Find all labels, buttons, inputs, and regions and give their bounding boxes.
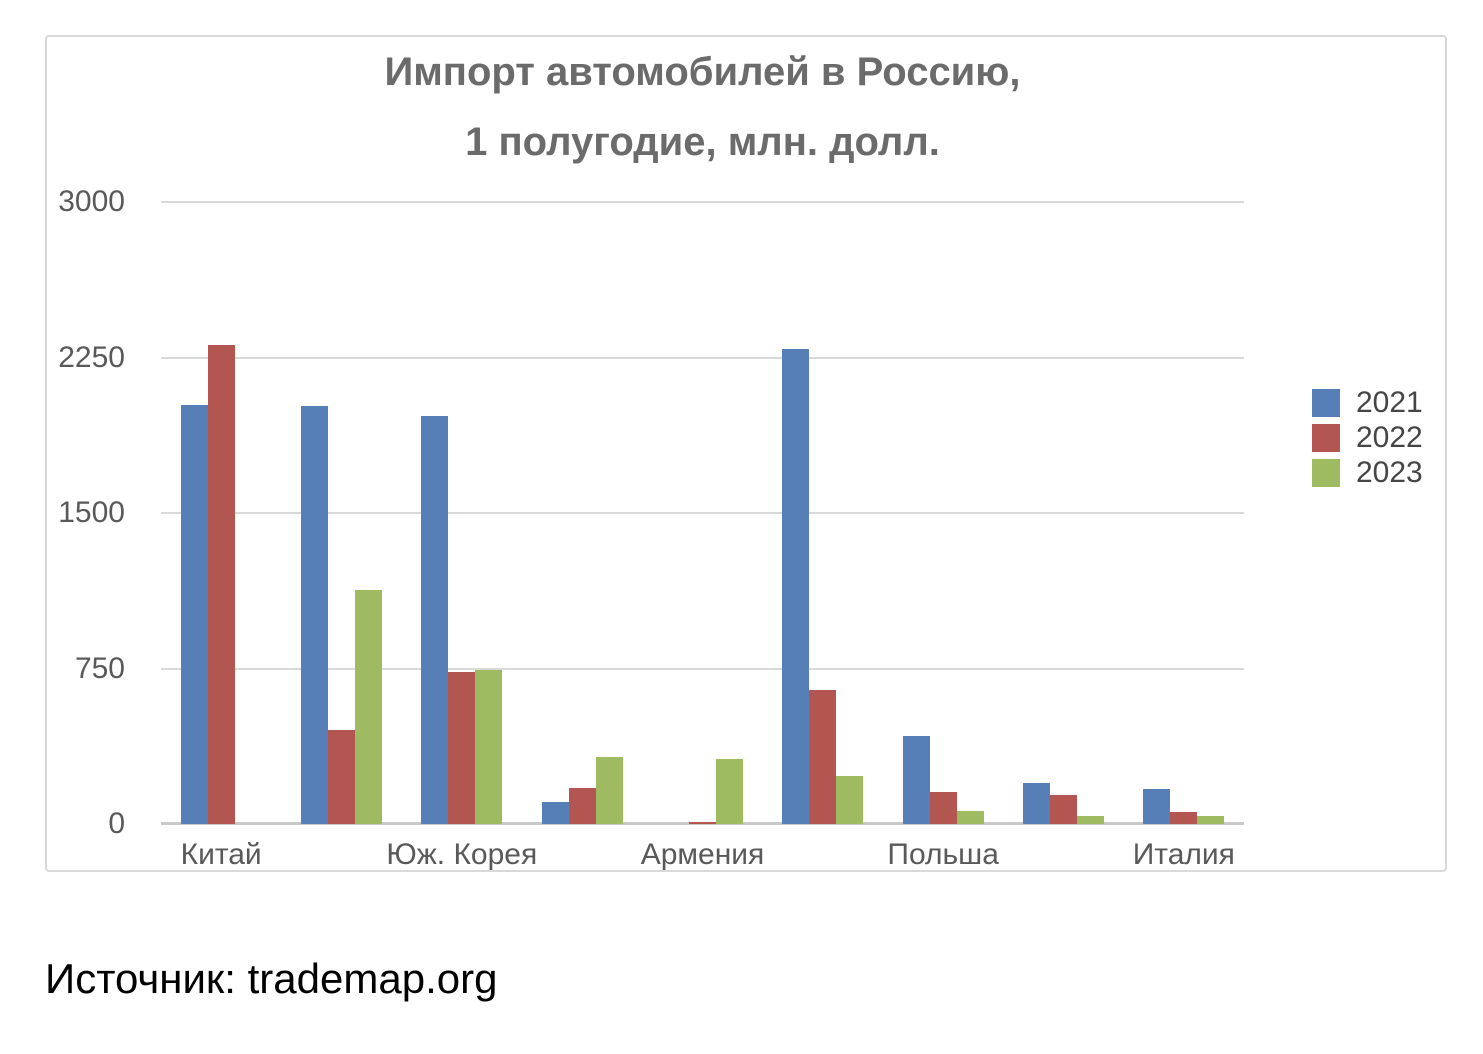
bar-2022-group-8 (1049, 795, 1077, 824)
bar-2022-group-6 (809, 690, 837, 824)
bar-2021-group-8 (1022, 783, 1050, 824)
legend-item-2022: 2022 (1312, 421, 1423, 454)
chart-title-line2: 1 полугодие, млн. долл. (465, 120, 940, 164)
bar-2022-group-2 (327, 730, 355, 824)
bar-2021-group-2 (300, 406, 328, 824)
x-tick-label-Армения: Армения (640, 838, 765, 871)
bar-2022-Польша (929, 792, 957, 824)
bar-2023-Армения (715, 759, 743, 824)
gridline-2250 (161, 357, 1244, 359)
legend-label-2023: 2023 (1356, 456, 1423, 489)
bar-2021-Польша (902, 736, 930, 824)
bar-2023-group-6 (836, 776, 864, 824)
y-axis-tick-labels: 0 750 1500 2250 3000 (47, 185, 125, 840)
gridline-3000 (161, 201, 1244, 203)
gridline-1500 (161, 512, 1244, 514)
legend-label-2022: 2022 (1356, 421, 1423, 454)
source-text: Источник: trademap.org (45, 955, 498, 1002)
bar-2022-Юж. Корея (448, 672, 476, 824)
legend-label-2021: 2021 (1356, 386, 1423, 419)
bar-group-Армения (642, 202, 762, 824)
bar-2021-Юж. Корея (421, 416, 449, 824)
bar-2023-group-8 (1076, 816, 1104, 824)
bar-group-group-6 (763, 202, 883, 824)
y-tick-label-2250: 2250 (58, 341, 125, 374)
legend: 2021 2022 2023 (1312, 386, 1423, 494)
bar-2022-group-4 (568, 788, 596, 824)
bar-2021-group-4 (541, 802, 569, 824)
gridline-750 (161, 668, 1244, 670)
bar-group-group-2 (281, 202, 401, 824)
legend-item-2021: 2021 (1312, 386, 1423, 419)
legend-swatch-2022 (1312, 424, 1340, 452)
bar-group-Китай (161, 202, 281, 824)
bar-2023-group-2 (354, 590, 382, 824)
x-axis-tick-labels: Китай Юж. Корея Армения Польша Италия (161, 838, 1244, 878)
bar-group-Юж. Корея (402, 202, 522, 824)
bar-2022-Армения (688, 822, 716, 824)
y-tick-label-1500: 1500 (58, 496, 125, 529)
bar-2021-group-6 (782, 349, 810, 824)
y-tick-label-0: 0 (108, 807, 125, 840)
chart-title: Импорт автомобилей в Россию, 1 полугодие… (161, 37, 1244, 177)
bar-2023-Италия (1197, 816, 1225, 824)
bar-group-group-4 (522, 202, 642, 824)
plot-area (161, 201, 1244, 825)
legend-swatch-2021 (1312, 389, 1340, 417)
x-tick-label-Китай: Китай (180, 838, 262, 871)
bar-2022-Италия (1170, 812, 1198, 824)
chart-title-line1: Импорт автомобилей в Россию, (384, 50, 1021, 94)
legend-item-2023: 2023 (1312, 456, 1423, 489)
bar-group-Италия (1124, 202, 1244, 824)
bar-2023-group-4 (595, 757, 623, 824)
x-tick-label-Юж. Корея: Юж. Корея (386, 838, 538, 871)
bar-2023-Юж. Корея (475, 670, 503, 824)
y-tick-label-750: 750 (74, 652, 125, 685)
x-tick-label-Польша: Польша (887, 838, 999, 871)
legend-swatch-2023 (1312, 459, 1340, 487)
x-tick-label-Италия: Италия (1132, 838, 1235, 871)
bar-2021-Италия (1143, 789, 1171, 824)
bar-2021-Китай (180, 405, 208, 824)
bars (161, 202, 1244, 824)
bar-2023-Польша (956, 811, 984, 824)
bar-group-Польша (883, 202, 1003, 824)
y-tick-label-3000: 3000 (58, 185, 125, 218)
bar-2022-Китай (207, 345, 235, 824)
chart-frame: Импорт автомобилей в Россию, 1 полугодие… (45, 35, 1447, 872)
bar-group-group-8 (1003, 202, 1123, 824)
